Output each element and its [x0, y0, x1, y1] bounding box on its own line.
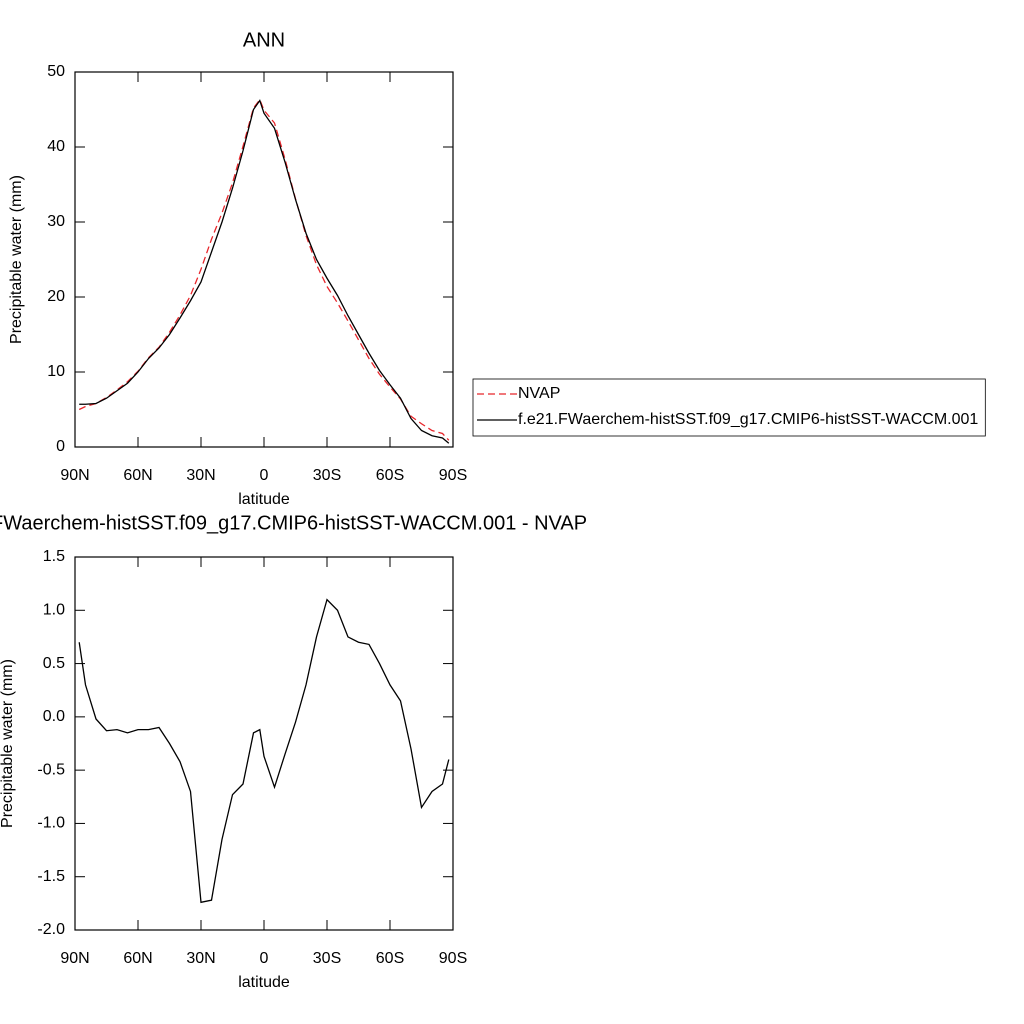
y-axis-label: Precipitable water (mm)	[0, 659, 16, 828]
x-tick-label: 0	[260, 467, 269, 484]
y-tick-label: -0.5	[37, 761, 65, 778]
y-tick-label: -1.5	[37, 868, 65, 885]
legend-box	[472, 378, 986, 437]
y-tick-label: 0.5	[43, 655, 65, 672]
plot-frame	[74, 71, 454, 448]
plot-frame	[74, 556, 454, 931]
chart-title: ANN	[243, 29, 285, 51]
y-tick-label: 1.5	[43, 548, 65, 565]
data-line	[79, 99, 450, 444]
y-tick-label: 30	[47, 213, 65, 230]
y-tick-label: 10	[47, 363, 65, 380]
legend-label: f.e21.FWaerchem-histSST.f09_g17.CMIP6-hi…	[518, 411, 978, 428]
x-tick-label: 90S	[439, 950, 467, 967]
y-axis-label: Precipitable water (mm)	[8, 175, 25, 344]
legend: NVAP f.e21.FWaerchem-histSST.f09_g17.CMIP…	[472, 378, 986, 437]
y-tick-label: -2.0	[37, 921, 65, 938]
legend-label: NVAP	[518, 385, 560, 402]
data-line	[78, 598, 450, 904]
x-tick-label: 30S	[313, 467, 341, 484]
x-tick-label: 30N	[186, 950, 215, 967]
y-tick-label: 50	[47, 63, 65, 80]
x-tick-label: 30S	[313, 950, 341, 967]
y-tick-label: 0	[56, 438, 65, 455]
chart-title: f.e21.FWaerchem-histSST.f09_g17.CMIP6-hi…	[0, 512, 587, 534]
y-tick-label: -1.0	[37, 815, 65, 832]
x-tick-label: 90S	[439, 467, 467, 484]
x-tick-label: 60N	[123, 467, 152, 484]
x-tick-label: 90N	[60, 950, 89, 967]
x-tick-label: 0	[260, 950, 269, 967]
y-tick-label: 1.0	[43, 602, 65, 619]
y-tick-label: 40	[47, 138, 65, 155]
x-tick-label: 90N	[60, 467, 89, 484]
x-axis-label: latitude	[238, 974, 290, 991]
x-tick-label: 30N	[186, 467, 215, 484]
x-tick-label: 60N	[123, 950, 152, 967]
x-tick-label: 60S	[376, 950, 404, 967]
x-axis-label: latitude	[238, 491, 290, 508]
y-tick-label: 0.0	[43, 708, 65, 725]
x-tick-label: 60S	[376, 467, 404, 484]
y-tick-label: 20	[47, 288, 65, 305]
